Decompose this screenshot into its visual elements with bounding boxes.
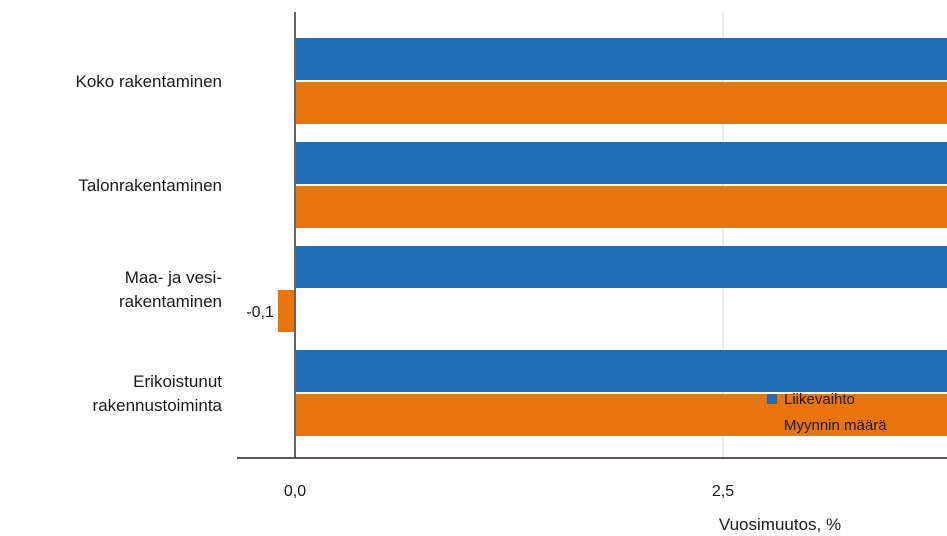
bar-liikevaihto-2 [295,246,947,288]
legend-swatch-1 [767,420,777,430]
category-label: Maa- ja vesi- [125,268,222,287]
bar-liikevaihto-3 [295,350,947,392]
category-label: Koko rakentaminen [76,72,222,91]
bar-myynnin-maara-0 [295,82,947,124]
category-label: Erikoistunut [133,372,222,391]
x-axis-title: Vuosimuutos, % [719,515,841,534]
legend-swatch-0 [767,394,777,404]
bar-myynnin-maara-3 [295,394,947,436]
category-label: rakentaminen [119,292,222,311]
category-label: Talonrakentaminen [78,176,222,195]
legend-label-1: Myynnin määrä [784,417,887,434]
x-tick-label: 2,5 [712,483,734,500]
x-tick-label: 0,0 [284,483,306,500]
bar-myynnin-maara-2 [277,290,295,332]
data-label: -0,1 [246,304,274,321]
bar-liikevaihto-1 [295,142,947,184]
bar-myynnin-maara-1 [295,186,947,228]
bar-liikevaihto-0 [295,38,947,80]
legend-label-0: Liikevaihto [784,391,855,408]
category-label: rakennustoiminta [93,396,223,415]
